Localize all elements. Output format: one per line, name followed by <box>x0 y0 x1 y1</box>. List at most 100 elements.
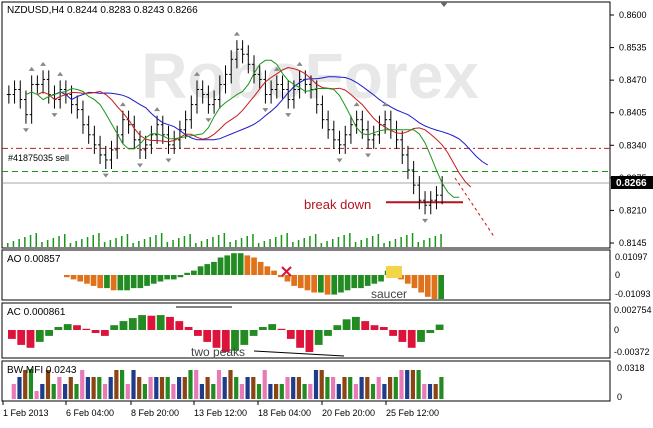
volume-bar <box>126 234 129 247</box>
ao-bar <box>197 266 204 275</box>
ao-bar <box>411 275 418 289</box>
ac-y-tick-label: 0.002754 <box>614 305 652 315</box>
volume-bar <box>292 242 294 247</box>
main-y-tick-label: 0.8600 <box>619 10 647 20</box>
volume-bar <box>212 237 214 247</box>
mfi-bar <box>325 377 330 399</box>
fractal-up-marker <box>273 66 280 71</box>
x-tick-label: 25 Feb 12:00 <box>386 408 439 418</box>
ac-y-tick-label: -0.00372 <box>614 347 650 357</box>
ac-bar <box>166 316 174 330</box>
ac-bar <box>417 330 425 342</box>
ao-bar <box>418 275 424 293</box>
volume-bar <box>172 240 174 247</box>
ao-bar <box>284 275 291 282</box>
main-pane[interactable] <box>1 1 611 249</box>
volume-bar <box>411 233 414 247</box>
mfi-bar <box>57 377 62 399</box>
volume-bar <box>314 234 317 247</box>
mfi-bar <box>222 377 227 399</box>
ac-bar <box>231 330 239 351</box>
fractal-up-marker <box>154 107 161 112</box>
mfi-bar <box>28 369 33 399</box>
volume-bar <box>257 243 260 247</box>
volume-bar <box>366 238 368 247</box>
ao-bar <box>318 275 324 293</box>
ac-header: AC 0.000861 <box>7 307 66 318</box>
mfi-bar <box>308 384 313 399</box>
fractal-up-marker <box>57 71 64 76</box>
fractal-down-marker <box>51 113 58 118</box>
ao-bar <box>64 275 70 278</box>
two-peaks-annotation: two peaks <box>191 345 245 359</box>
volume-bar <box>246 236 248 247</box>
ao-bar <box>77 275 84 282</box>
ac-bar <box>82 328 91 330</box>
main-y-tick-label: 0.8405 <box>619 108 647 118</box>
ao-bar <box>70 275 77 280</box>
ao-bar <box>404 275 411 284</box>
volume-bar <box>269 239 271 247</box>
volume-bar <box>189 234 191 247</box>
mfi-bar <box>114 370 119 399</box>
volume-bar <box>297 240 300 247</box>
ao-bar <box>170 275 177 280</box>
fractal-down-marker <box>136 163 143 168</box>
mfi-bar <box>285 377 290 399</box>
ac-bar <box>147 315 156 330</box>
volume-bar <box>332 239 334 247</box>
current-price-label: 0.8266 <box>616 178 647 189</box>
mfi-bar <box>382 384 387 399</box>
ac-bar <box>379 327 388 330</box>
volume-bar <box>12 241 15 247</box>
ao-bar <box>244 255 251 275</box>
projection-line <box>454 177 496 239</box>
main-y-tick-label: 0.8470 <box>619 75 647 85</box>
ao-bar <box>324 275 331 295</box>
fractal-up-marker <box>40 61 47 66</box>
mfi-bar <box>40 384 45 399</box>
ao-bar <box>338 275 344 293</box>
ac-bar <box>203 330 212 342</box>
volume-bar <box>143 239 146 247</box>
volume-bar <box>138 241 140 247</box>
ac-bar <box>389 330 397 336</box>
mfi-bar <box>302 384 307 399</box>
mfi-bar <box>353 384 358 399</box>
fractal-down-marker <box>365 153 372 158</box>
mfi-bar <box>91 377 96 399</box>
volume-bar <box>428 238 431 247</box>
main-y-tick-label: 0.8145 <box>619 238 647 248</box>
ao-bar <box>117 275 124 291</box>
mfi-bar <box>108 377 113 399</box>
ao-bar <box>364 275 371 286</box>
mfi-bar <box>268 384 273 399</box>
mfi-bar <box>80 370 85 399</box>
volume-bar <box>7 243 9 247</box>
volume-bar <box>103 242 106 247</box>
mfi-bar <box>342 377 347 399</box>
ao-bar <box>231 253 237 275</box>
volume-bar <box>229 242 231 247</box>
ac-bar <box>259 327 267 330</box>
volume-bar <box>195 243 197 247</box>
ac-bar <box>138 315 146 330</box>
mfi-bar <box>148 377 153 399</box>
ac-bar <box>268 324 277 330</box>
ao-bar <box>204 264 211 275</box>
mfi-bar <box>348 377 353 399</box>
ac-bar <box>426 330 435 333</box>
fractal-down-marker <box>336 158 343 163</box>
volume-bar <box>58 236 60 247</box>
ao-bar <box>431 275 438 299</box>
volume-bar <box>98 233 100 247</box>
volume-bar <box>115 238 117 247</box>
mfi-bar <box>291 377 296 399</box>
ac-bar <box>361 321 370 330</box>
volume-bar <box>280 235 283 247</box>
volume-bar <box>371 236 374 247</box>
volume-bar <box>320 243 323 247</box>
ac-bar <box>110 325 119 330</box>
